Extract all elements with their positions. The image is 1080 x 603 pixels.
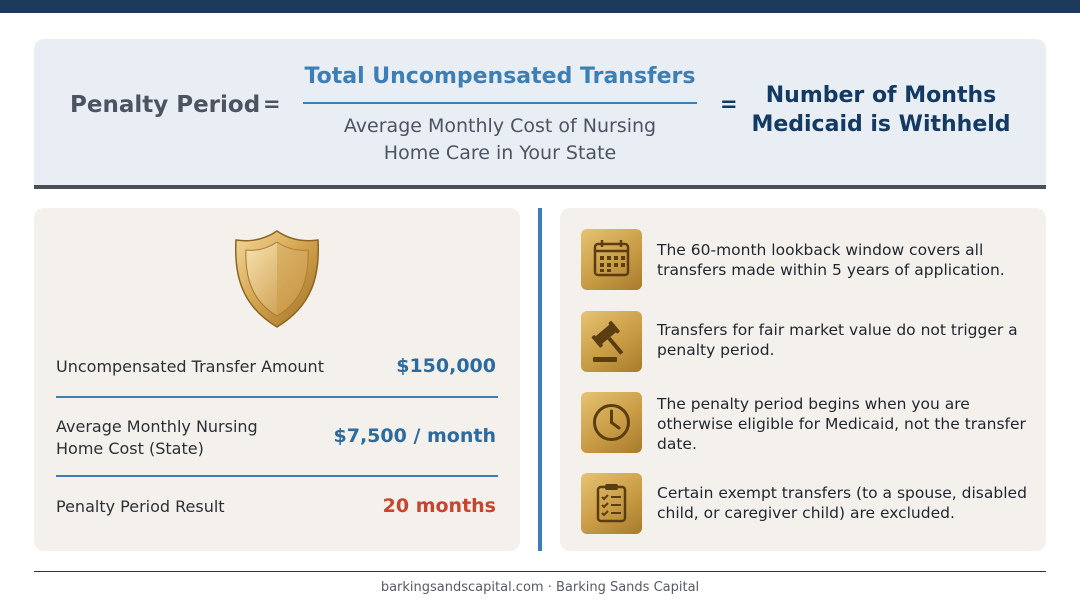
formula-numerator: Total Uncompensated Transfers	[304, 64, 696, 89]
fraction-bar	[303, 102, 697, 104]
row-divider	[56, 396, 498, 398]
row-divider	[56, 475, 498, 477]
transfer-amount-label: Uncompensated Transfer Amount	[56, 357, 324, 376]
note-penalty-start: The penalty period begins when you are o…	[657, 395, 1026, 453]
note-exempt-transfers: Certain exempt transfers (to a spouse, d…	[657, 484, 1027, 522]
formula-panel	[34, 39, 1046, 185]
top-bar	[0, 0, 1080, 13]
calendar-icon	[581, 229, 642, 290]
formula-result-line2: Medicaid is Withheld	[751, 112, 1011, 137]
penalty-result-label: Penalty Period Result	[56, 497, 225, 516]
formula-result-line1: Number of Months	[765, 83, 997, 108]
gavel-icon	[581, 311, 642, 372]
formula-equals-sign: =	[263, 92, 281, 116]
transfer-amount-value: $150,000	[396, 355, 496, 377]
footer-credit: barkingsandscapital.com · Barking Sands …	[380, 580, 700, 595]
shield-icon	[234, 230, 320, 328]
clipboard-checklist-icon	[581, 473, 642, 534]
note-fair-market-value: Transfers for fair market value do not t…	[657, 321, 1018, 359]
formula-underline	[34, 185, 1046, 189]
formula-denominator-line2: Home Care in Your State	[383, 142, 617, 164]
monthly-cost-label-line2: Home Cost (State)	[56, 439, 204, 458]
monthly-cost-label-line1: Average Monthly Nursing	[56, 417, 258, 436]
note-lookback-window: The 60-month lookback window covers all …	[657, 241, 1005, 279]
formula-equals-sign-2: =	[720, 92, 738, 116]
penalty-result-value: 20 months	[382, 495, 496, 517]
formula-denominator-line1: Average Monthly Cost of Nursing	[343, 115, 657, 137]
formula-result: Number of Months Medicaid is Withheld	[740, 81, 1022, 139]
footer-divider	[34, 571, 1046, 572]
clock-icon	[581, 392, 642, 453]
formula-lhs: Penalty Period	[70, 92, 261, 118]
monthly-cost-value: $7,500 / month	[333, 425, 496, 447]
monthly-cost-label: Average Monthly Nursing Home Cost (State…	[56, 416, 258, 460]
formula-denominator: Average Monthly Cost of Nursing Home Car…	[303, 113, 697, 167]
vertical-divider	[538, 208, 542, 551]
